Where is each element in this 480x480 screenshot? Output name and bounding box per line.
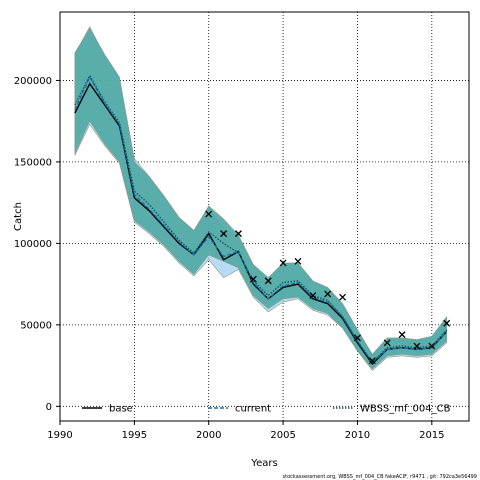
observed-point [264, 277, 272, 285]
y-tick-label: 150000 [14, 157, 52, 168]
observed-point-stroke [383, 339, 391, 347]
observed-point [353, 334, 361, 342]
x-tick-label: 2015 [419, 430, 444, 441]
series-line-current [74, 75, 448, 364]
observed-point-stroke [339, 293, 347, 301]
x-tick-label: 2000 [196, 430, 221, 441]
observed-point [413, 342, 421, 350]
observed-point-stroke [220, 230, 228, 238]
y-tick-label: 50000 [20, 320, 52, 331]
legend-label-wbss-mf-004-cb: WBSS_mf_004_CB [360, 404, 451, 415]
observed-point [220, 230, 228, 238]
series-line-wbss-mf-004-cb [74, 74, 448, 364]
observed-point-stroke [443, 319, 451, 327]
series-line-base [74, 82, 448, 366]
observed-point-stroke [235, 230, 242, 238]
observed-point-stroke [264, 277, 272, 285]
observed-point [294, 257, 302, 265]
x-tick-label: 2005 [270, 430, 295, 441]
confidence-bands [74, 26, 447, 371]
grid [59, 12, 469, 421]
footer-credit: stockassessment.org, WBSS_mf_004_CB fake… [283, 474, 477, 480]
observed-point-stroke [205, 210, 213, 218]
legend: base current WBSS_mf_004_CB [82, 404, 451, 415]
observed-point-stroke [413, 342, 421, 350]
y-tick-label: 200000 [14, 76, 52, 87]
observed-points [205, 210, 451, 365]
band-wbss-mf-004-cb [74, 27, 447, 370]
y-axis-title: Catch [13, 202, 24, 231]
observed-point [205, 210, 213, 218]
plot-frame [59, 11, 470, 422]
axis-ticks: 1990 1995 2000 2005 2010 2015 0 50000 100000 1500… [14, 76, 445, 441]
y-tick-label: 100000 [14, 239, 52, 250]
observed-point-stroke [398, 331, 406, 339]
observed-point-stroke [294, 257, 302, 265]
observed-point [368, 357, 376, 365]
observed-point-stroke [353, 334, 361, 342]
observed-point-stroke [309, 292, 317, 299]
observed-point [443, 319, 451, 327]
observed-point [339, 293, 347, 301]
observed-point [249, 275, 257, 283]
observed-point-stroke [279, 259, 287, 267]
observed-point [235, 230, 242, 238]
x-tick-label: 1995 [122, 430, 147, 441]
observed-point [398, 331, 406, 339]
x-tick-label: 2010 [345, 430, 370, 441]
legend-label-base: base [109, 404, 133, 415]
x-axis-title: Years [250, 458, 277, 469]
observed-point [324, 290, 332, 298]
legend-label-current: current [235, 404, 271, 415]
observed-point-stroke [368, 357, 376, 365]
x-tick-label: 1990 [47, 430, 72, 441]
observed-point-stroke [249, 275, 257, 283]
series-lines [74, 74, 448, 366]
y-tick-label: 0 [46, 402, 52, 413]
observed-point [383, 339, 391, 347]
observed-point [309, 292, 317, 299]
observed-point-stroke [324, 290, 332, 298]
observed-point [428, 342, 436, 350]
observed-point [279, 259, 287, 267]
observed-point-stroke [428, 342, 436, 350]
